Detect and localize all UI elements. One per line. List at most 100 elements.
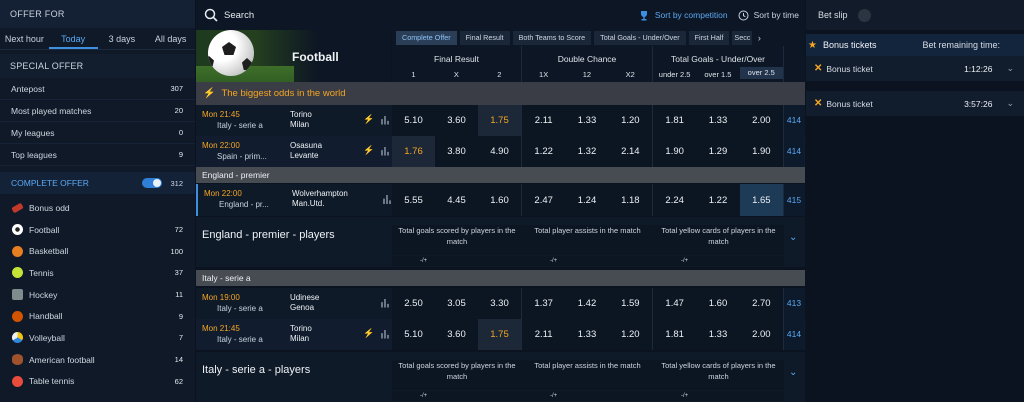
odds-cell[interactable]: 4.45 — [447, 194, 466, 206]
bonus-ticket-row[interactable]: ✕ Bonus ticket 3:57:26 ⌄ — [806, 91, 1024, 117]
sport-item-american-football[interactable]: American football 14 — [0, 349, 195, 371]
players-market-cell[interactable]: Total yellow cards of players in the mat… — [653, 225, 784, 255]
tab-first-half[interactable]: First Half — [688, 31, 730, 45]
odds-cell[interactable]: 1.20 — [621, 329, 640, 340]
odds-toggle-bar[interactable]: -/+ — [522, 256, 653, 266]
tab-3-days[interactable]: 3 days — [108, 34, 136, 44]
odds-cell[interactable]: 1.60 — [708, 298, 728, 309]
odds-cell[interactable]: 1.22 — [534, 146, 553, 157]
odds-cell[interactable]: 1.33 — [708, 329, 728, 340]
sort-by-competition[interactable]: Sort by competition — [639, 10, 728, 21]
odds-toggle-bar[interactable]: -/+ — [653, 256, 784, 266]
chevron-right-icon[interactable]: › — [757, 33, 761, 43]
odds-cell[interactable]: 3.80 — [447, 146, 466, 157]
odds-toggle-bar[interactable]: -/+ — [392, 391, 522, 401]
odds-cell[interactable]: 2.50 — [404, 298, 423, 309]
more-markets-count[interactable]: 415 — [784, 184, 804, 216]
odds-cell[interactable]: 1.42 — [577, 298, 597, 309]
league-section-header[interactable]: Italy - serie a — [196, 270, 805, 286]
tab-final-result[interactable]: Final Result — [459, 31, 510, 45]
more-markets-count[interactable]: 414 — [784, 319, 804, 350]
more-markets-count[interactable]: 414 — [784, 105, 804, 136]
more-markets-count[interactable]: 413 — [784, 288, 804, 319]
odds-cell[interactable]: 2.70 — [752, 298, 771, 309]
odds-toggle-bar[interactable]: -/+ — [653, 391, 784, 401]
odds-cell[interactable]: 3.30 — [490, 298, 509, 309]
complete-offer-toggle[interactable] — [142, 178, 163, 188]
odds-cell[interactable]: 1.32 — [577, 146, 597, 157]
odds-cell[interactable]: 1.75 — [478, 105, 521, 136]
tab-both-teams-to-score[interactable]: Both Teams to Score — [512, 31, 592, 45]
odds-cell[interactable]: 1.65 — [739, 184, 783, 216]
sport-item-bonus-odd[interactable]: Bonus odd — [0, 197, 195, 219]
bonus-ticket-row[interactable]: ✕ Bonus ticket 1:12:26 ⌄ — [806, 56, 1024, 82]
odds-cell[interactable]: 1.90 — [665, 146, 684, 157]
stats-icon[interactable] — [381, 146, 389, 156]
tab-second[interactable]: Secc — [732, 31, 753, 45]
odds-cell[interactable]: 5.55 — [404, 194, 423, 206]
odds-cell[interactable]: 2.00 — [752, 115, 771, 126]
odds-cell[interactable]: 2.00 — [752, 329, 771, 340]
players-market-cell[interactable]: Total yellow cards of players in the mat… — [653, 360, 784, 390]
odds-cell[interactable]: 2.14 — [621, 146, 640, 157]
more-markets-count[interactable]: 414 — [784, 136, 804, 167]
tab-today[interactable]: Today — [48, 28, 98, 49]
tab-all-days[interactable]: All days — [154, 34, 187, 44]
odds-cell[interactable]: 1.90 — [752, 146, 771, 157]
chevron-down-icon[interactable]: ⌄ — [789, 232, 798, 243]
tab-complete-offer[interactable]: Complete Offer — [396, 31, 457, 45]
odds-cell[interactable]: 1.75 — [478, 319, 521, 350]
chevron-down-icon[interactable]: ⌄ — [1006, 98, 1014, 108]
odds-cell[interactable]: 1.22 — [708, 194, 728, 206]
odds-toggle-bar[interactable]: -/+ — [392, 256, 522, 266]
stats-icon[interactable] — [383, 195, 391, 204]
special-item-most-played[interactable]: Most played matches 20 — [0, 100, 195, 122]
league-section-header[interactable]: England - premier — [196, 167, 805, 183]
odds-cell[interactable]: 1.33 — [577, 115, 597, 126]
odds-cell[interactable]: 1.47 — [665, 298, 684, 309]
odds-cell[interactable]: 1.33 — [708, 115, 728, 126]
players-market-cell[interactable]: Total goals scored by players in the mat… — [392, 225, 522, 255]
chevron-down-icon[interactable]: ⌄ — [789, 367, 798, 378]
odds-cell[interactable]: 3.60 — [447, 329, 466, 340]
odds-cell[interactable]: 1.33 — [577, 329, 597, 340]
odds-cell[interactable]: 3.05 — [447, 298, 466, 309]
sort-by-time[interactable]: Sort by time — [738, 10, 799, 21]
sport-item-volleyball[interactable]: Volleyball 7 — [0, 327, 195, 349]
odds-cell[interactable]: 2.47 — [534, 194, 553, 206]
sport-item-table-tennis[interactable]: Table tennis 62 — [0, 371, 195, 393]
players-market-cell[interactable]: Total player assists in the match — [522, 225, 653, 255]
players-market-cell[interactable]: Total goals scored by players in the mat… — [392, 360, 522, 390]
odds-cell[interactable]: 5.10 — [404, 329, 423, 340]
special-item-antepost[interactable]: Antepost 307 — [0, 78, 195, 100]
odds-cell[interactable]: 1.81 — [665, 329, 684, 340]
search-input[interactable]: Search — [224, 9, 255, 21]
stats-icon[interactable] — [381, 115, 389, 125]
odds-cell[interactable]: 1.59 — [621, 298, 640, 309]
odds-cell[interactable]: 1.60 — [490, 194, 509, 206]
odds-cell[interactable]: 2.24 — [665, 194, 684, 206]
ticket-close-icon[interactable]: ✕ — [814, 98, 823, 109]
sport-item-basketball[interactable]: Basketball 100 — [0, 240, 195, 262]
odds-cell[interactable]: 2.11 — [534, 115, 553, 126]
odds-cell[interactable]: 1.24 — [577, 194, 597, 206]
chevron-down-icon[interactable]: ⌄ — [1006, 63, 1014, 73]
odds-cell[interactable]: 5.10 — [404, 115, 423, 126]
sport-item-tennis[interactable]: Tennis 37 — [0, 262, 195, 284]
odds-cell[interactable]: 3.60 — [447, 115, 466, 126]
tab-next-hour[interactable]: Next hour — [4, 34, 44, 44]
odds-toggle-bar[interactable]: -/+ — [522, 391, 653, 401]
odds-cell[interactable]: 1.76 — [392, 136, 435, 167]
bet-slip-header[interactable]: Bet slip — [806, 0, 1024, 30]
odds-cell[interactable]: 2.11 — [534, 329, 553, 340]
complete-offer-row[interactable]: COMPLETE OFFER 312 — [0, 172, 195, 194]
odds-cell[interactable]: 1.81 — [665, 115, 684, 126]
players-market-cell[interactable]: Total player assists in the match — [522, 360, 653, 390]
stats-icon[interactable] — [381, 298, 389, 308]
odds-cell[interactable]: 1.20 — [621, 115, 640, 126]
ticket-close-icon[interactable]: ✕ — [814, 63, 823, 74]
odds-cell[interactable]: 1.37 — [534, 298, 553, 309]
stats-icon[interactable] — [381, 329, 389, 339]
odds-cell[interactable]: 4.90 — [490, 146, 509, 157]
special-item-my-leagues[interactable]: My leagues 0 — [0, 122, 195, 144]
